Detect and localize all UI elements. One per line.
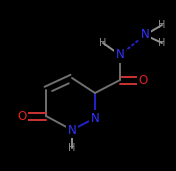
Text: O: O [17,109,27,122]
Text: N: N [116,49,124,62]
Text: H: H [68,143,76,153]
Text: O: O [138,74,148,87]
Text: H: H [99,38,107,48]
Text: N: N [91,111,99,124]
Text: N: N [141,29,149,42]
Text: N: N [68,123,76,136]
Text: H: H [158,38,166,48]
Text: H: H [158,20,166,30]
